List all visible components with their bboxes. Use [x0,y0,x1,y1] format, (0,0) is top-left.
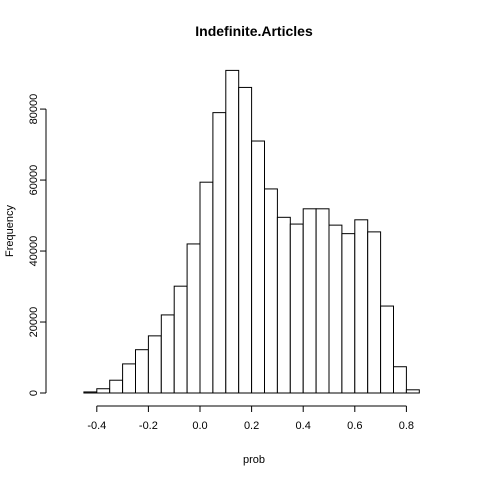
x-tick-label: 0.6 [347,420,362,432]
y-tick-label: 40000 [28,236,40,267]
histogram-bar [265,189,278,393]
histogram-bar [329,225,342,393]
histogram-bar [97,389,110,393]
histogram-bar [174,286,187,393]
histogram-bar [368,232,381,393]
histogram-bars [84,70,419,393]
y-tick-label: 80000 [28,94,40,125]
histogram-bar [213,113,226,393]
histogram-bar [355,220,368,393]
histogram-bar [84,392,97,393]
histogram-bar [303,209,316,393]
x-axis: -0.4 -0.2 0.0 0.2 0.4 0.6 0.8 [87,406,414,432]
histogram-bar [381,306,394,393]
chart-title: Indefinite.Articles [195,23,313,39]
y-axis: 0 20000 40000 60000 80000 [28,94,46,396]
histogram-bar [187,244,200,393]
histogram-bar [277,217,290,393]
histogram-bar [136,350,149,393]
histogram-bar [110,380,123,393]
histogram-bar [252,141,265,393]
histogram-bar [406,390,419,393]
y-tick-label: 20000 [28,307,40,338]
histogram-bar [290,224,303,393]
histogram-bar [200,182,213,393]
x-tick-label: 0.8 [399,420,414,432]
histogram-bar [226,70,239,393]
x-axis-label: prob [243,454,265,466]
histogram-bar [342,234,355,393]
x-tick-label: -0.2 [139,420,158,432]
histogram-bar [239,87,252,393]
histogram-bar [394,367,407,393]
y-tick-label: 0 [28,390,40,396]
x-tick-label: -0.4 [87,420,106,432]
x-tick-label: 0.2 [244,420,259,432]
histogram-bar [148,336,161,393]
x-tick-label: 0.0 [192,420,207,432]
histogram-bar [161,315,174,393]
y-axis-label: Frequency [4,205,16,257]
x-tick-label: 0.4 [296,420,311,432]
histogram-bar [123,364,136,393]
histogram-bar [316,209,329,393]
y-tick-label: 60000 [28,165,40,196]
